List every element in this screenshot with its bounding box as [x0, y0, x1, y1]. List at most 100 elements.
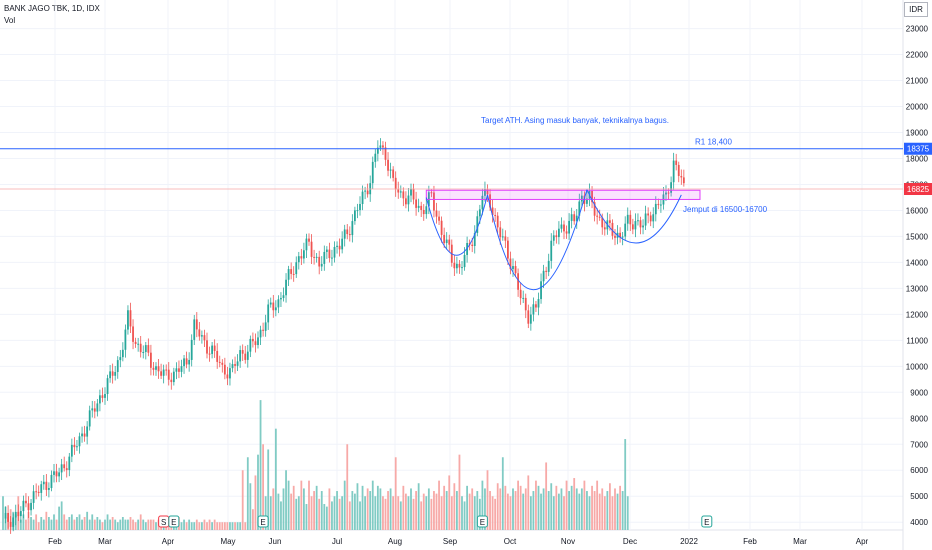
candle-body [591, 190, 593, 203]
candle-body [195, 319, 198, 330]
candle-body [494, 215, 497, 217]
cup-arc-right [586, 189, 682, 244]
volume-bar [277, 493, 280, 530]
candle-body [634, 221, 637, 230]
candle-body [152, 367, 155, 370]
candle-body [573, 214, 576, 222]
candle-body [218, 361, 221, 363]
candle-body [354, 210, 356, 222]
volume-bar [593, 491, 596, 530]
candle-body [32, 491, 35, 503]
volume-bar [206, 522, 208, 530]
volume-bar [417, 483, 420, 530]
volume-bar [361, 485, 364, 530]
volume-bar [272, 488, 275, 530]
candle-body [178, 368, 180, 372]
volume-bar [364, 496, 366, 530]
volume-bar [596, 480, 599, 530]
candle-body [96, 403, 99, 412]
volume-bar [407, 496, 410, 530]
volume-bar [25, 519, 27, 530]
volume-bar [73, 519, 76, 530]
volume-bar [499, 488, 502, 530]
volume-bar [257, 454, 259, 530]
volume-bar [254, 475, 257, 530]
candle-body [63, 464, 66, 469]
price-tag-label: 18375 [907, 145, 930, 154]
volume-bar [504, 485, 507, 530]
candle-body [552, 235, 555, 241]
candle-body [555, 235, 558, 238]
volume-bar [575, 488, 578, 530]
volume-bar [211, 522, 213, 530]
candle-body [48, 488, 50, 490]
candle-body [70, 444, 73, 457]
volume-bar [356, 483, 359, 530]
candle-body [517, 273, 519, 290]
volume-bar [598, 493, 601, 530]
volume-bar [83, 517, 86, 530]
candle-body [412, 188, 415, 200]
volume-bar [195, 519, 198, 530]
candle-body [88, 410, 91, 427]
candle-body [236, 361, 239, 366]
candle-body [221, 362, 224, 365]
volume-bar [366, 488, 369, 530]
candle-body [139, 343, 142, 353]
volume-bar [435, 493, 438, 530]
x-tick-label: 2022 [680, 537, 698, 546]
volume-bar [374, 496, 377, 530]
volume-bar [280, 501, 282, 530]
volume-bar [308, 480, 310, 530]
x-tick-label: May [220, 537, 235, 546]
candle-body [193, 319, 196, 340]
candle-body [575, 215, 578, 222]
volume-bar [568, 491, 570, 530]
volume-bar [292, 485, 295, 530]
candle-body [119, 357, 122, 361]
candle-body [642, 225, 644, 228]
candle-body [91, 408, 94, 411]
volume-bar [547, 491, 550, 530]
y-tick-label: 5000 [910, 492, 928, 501]
candle-body [499, 227, 502, 238]
volume-bar [22, 514, 25, 530]
y-tick-label: 8000 [910, 414, 928, 423]
volume-bar [241, 470, 244, 530]
candle-body [208, 353, 211, 355]
volume-bar [152, 519, 155, 530]
volume-bar [519, 485, 522, 530]
volume-bar [415, 491, 417, 530]
candle-body [501, 236, 504, 238]
candle-body [234, 364, 236, 366]
candle-body [325, 249, 328, 252]
candle-body [504, 236, 507, 241]
candle-body [598, 216, 601, 218]
volume-bar [410, 488, 412, 530]
candle-body [336, 245, 338, 247]
candle-body [180, 366, 183, 372]
candle-body [60, 464, 63, 473]
volume-bar [522, 493, 525, 530]
volume-bar [389, 488, 392, 530]
candle-body [264, 322, 267, 331]
price-tag-label: 16825 [907, 185, 930, 194]
candle-body [624, 223, 627, 237]
volume-bar [603, 496, 606, 530]
currency-badge[interactable]: IDR [904, 2, 928, 17]
volume-bar [354, 493, 356, 530]
volume-bar [542, 488, 545, 530]
support-zone [425, 189, 701, 200]
volume-bar [40, 517, 43, 530]
candle-body [290, 269, 293, 274]
candle-body [519, 289, 522, 299]
candle-body [114, 372, 117, 376]
volume-bar [239, 522, 242, 530]
candle-body [527, 310, 530, 324]
volume-bar [226, 522, 229, 530]
candle-body [142, 351, 145, 353]
candle-body [267, 304, 270, 323]
candle-body [134, 341, 137, 344]
volume-bar [445, 491, 448, 530]
